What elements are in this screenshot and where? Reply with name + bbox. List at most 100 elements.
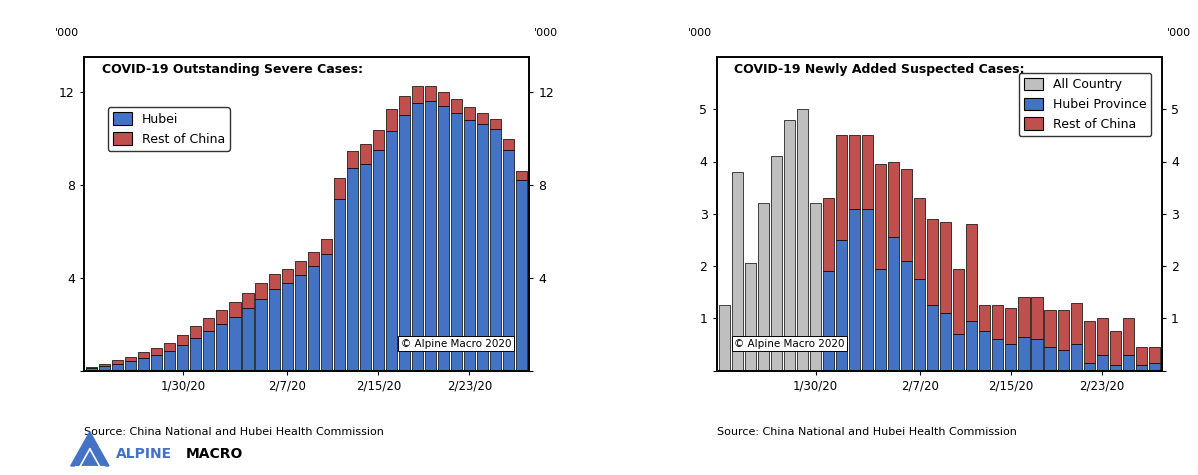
- Bar: [99, 366, 110, 370]
- Bar: [1018, 297, 1029, 337]
- Bar: [719, 305, 730, 370]
- Bar: [86, 368, 97, 370]
- Legend: All Country, Hubei Province, Rest of China: All Country, Hubei Province, Rest of Chi…: [1019, 73, 1151, 136]
- Bar: [177, 334, 188, 345]
- Bar: [490, 119, 501, 129]
- Bar: [1031, 297, 1042, 339]
- Bar: [126, 357, 137, 361]
- Bar: [745, 263, 756, 370]
- Bar: [230, 302, 241, 317]
- Bar: [268, 289, 279, 370]
- Text: ALPINE: ALPINE: [116, 446, 173, 461]
- Bar: [503, 150, 514, 370]
- Bar: [151, 355, 163, 370]
- Bar: [464, 107, 476, 120]
- Text: COVID-19 Newly Added Suspected Cases:: COVID-19 Newly Added Suspected Cases:: [734, 63, 1024, 76]
- Bar: [1123, 355, 1133, 370]
- Bar: [758, 203, 769, 370]
- Bar: [204, 331, 214, 370]
- Bar: [503, 140, 514, 150]
- Bar: [412, 104, 423, 371]
- Bar: [282, 284, 292, 370]
- Bar: [308, 266, 319, 370]
- Bar: [490, 129, 501, 370]
- Bar: [954, 334, 964, 370]
- Bar: [282, 269, 292, 284]
- Bar: [386, 131, 397, 370]
- Bar: [255, 298, 267, 370]
- Bar: [177, 345, 188, 370]
- Bar: [979, 332, 991, 370]
- Bar: [1005, 308, 1016, 344]
- Bar: [863, 209, 873, 370]
- Bar: [204, 318, 214, 331]
- Bar: [901, 261, 912, 370]
- Bar: [516, 180, 527, 370]
- Bar: [464, 120, 476, 370]
- Bar: [151, 349, 163, 355]
- Bar: [164, 351, 175, 370]
- Bar: [190, 326, 201, 338]
- Bar: [914, 198, 925, 279]
- Bar: [334, 178, 345, 199]
- Text: Source: China National and Hubei Health Commission: Source: China National and Hubei Health …: [84, 427, 383, 437]
- Legend: Hubei, Rest of China: Hubei, Rest of China: [108, 107, 230, 151]
- Bar: [1045, 347, 1055, 370]
- Bar: [1096, 318, 1108, 355]
- Bar: [321, 239, 332, 255]
- Bar: [477, 113, 488, 124]
- Bar: [849, 209, 860, 370]
- Bar: [138, 358, 150, 370]
- Bar: [732, 172, 743, 370]
- Text: '000: '000: [688, 28, 712, 38]
- Bar: [113, 360, 123, 363]
- Bar: [412, 86, 423, 104]
- Bar: [836, 135, 847, 240]
- Bar: [438, 106, 449, 371]
- Bar: [438, 92, 449, 106]
- Bar: [346, 151, 358, 169]
- Bar: [783, 120, 795, 370]
- Bar: [399, 115, 410, 370]
- Bar: [1109, 332, 1120, 365]
- Text: '000: '000: [55, 28, 79, 38]
- Bar: [1123, 318, 1133, 355]
- Bar: [321, 255, 332, 370]
- Bar: [1071, 303, 1082, 344]
- Bar: [992, 339, 1004, 370]
- Bar: [308, 252, 319, 266]
- Bar: [86, 367, 97, 368]
- Bar: [940, 221, 951, 313]
- Bar: [295, 261, 305, 275]
- Bar: [967, 224, 978, 321]
- Bar: [940, 313, 951, 371]
- Bar: [1136, 365, 1146, 371]
- Bar: [477, 124, 488, 370]
- Bar: [268, 274, 279, 289]
- Bar: [230, 317, 241, 370]
- Bar: [954, 269, 964, 334]
- Bar: [334, 199, 345, 370]
- Bar: [425, 86, 436, 101]
- Bar: [450, 99, 462, 113]
- Bar: [255, 284, 267, 298]
- Text: MACRO: MACRO: [186, 446, 243, 461]
- Bar: [295, 276, 305, 370]
- Bar: [217, 310, 228, 324]
- Bar: [901, 169, 912, 261]
- Bar: [979, 305, 991, 332]
- Bar: [1109, 365, 1120, 371]
- Bar: [1149, 347, 1160, 363]
- Bar: [1071, 344, 1082, 370]
- Bar: [359, 164, 371, 370]
- Bar: [126, 361, 137, 370]
- Bar: [849, 135, 860, 209]
- Bar: [399, 96, 410, 115]
- Text: '000: '000: [1167, 28, 1191, 38]
- Bar: [164, 342, 175, 351]
- Bar: [836, 240, 847, 370]
- Bar: [190, 338, 201, 370]
- Bar: [927, 305, 938, 370]
- Bar: [373, 130, 383, 150]
- Bar: [1058, 311, 1069, 350]
